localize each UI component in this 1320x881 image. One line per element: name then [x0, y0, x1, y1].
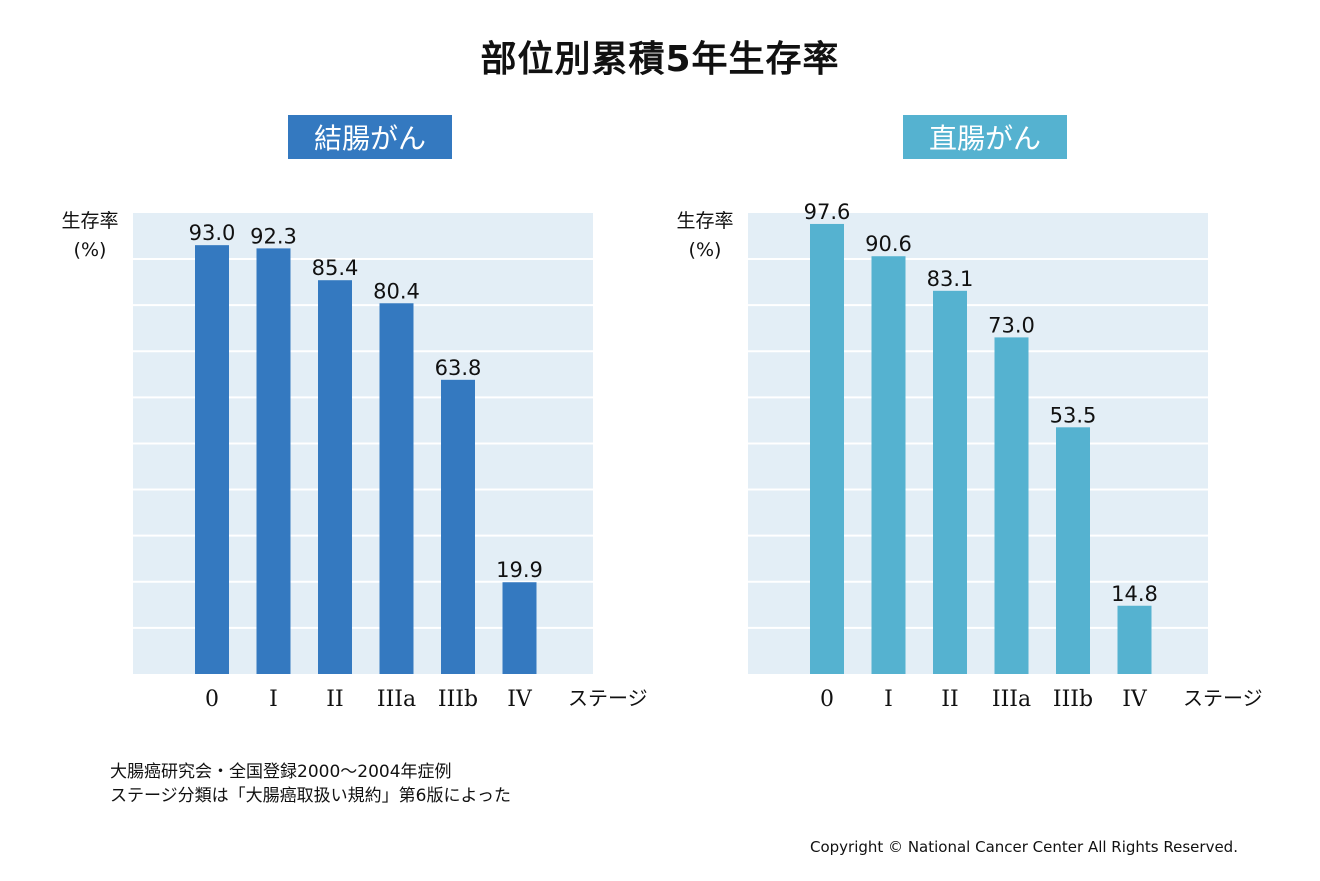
colon-tick-label-2: II [326, 687, 343, 712]
colon-chart: 93.0 0 92.3 I 85.4 II 80.4 IIIa 63.8 IIIb 19.9 IV ステ… [133, 213, 648, 712]
rectal-cancer-header: 直腸がん [903, 115, 1067, 159]
colon-bar-3 [379, 303, 414, 674]
rectal-tick-label-1: I [884, 687, 893, 712]
colon-y-axis-label: 生存率 (%) [50, 207, 130, 265]
colon-tick-label-3: IIIa [377, 687, 416, 712]
colon-value-label-4: 63.8 [435, 356, 482, 380]
rectal-value-label-3: 73.0 [988, 313, 1035, 337]
source-notes: 大腸癌研究会・全国登録2000〜2004年症例 ステージ分類は「大腸癌取扱い規約… [110, 760, 511, 808]
colon-bar-1 [256, 248, 291, 674]
rectal-value-label-1: 90.6 [865, 232, 912, 256]
rectal-bar-3 [994, 337, 1029, 674]
rectal-bar-4 [1056, 427, 1090, 674]
colon-value-label-2: 85.4 [312, 256, 359, 280]
rectal-tick-label-5: IV [1122, 687, 1148, 712]
rectal-bar-1 [871, 256, 906, 674]
colon-bar-5 [502, 582, 537, 674]
colon-tick-label-4: IIIb [438, 687, 478, 712]
rectal-chart: 97.6 0 90.6 I 83.1 II 73.0 IIIa 53.5 IIIb 14.8 IV ステ… [748, 200, 1263, 712]
source-note-registry: 大腸癌研究会・全国登録2000〜2004年症例 [110, 762, 452, 782]
colon-bar-0 [195, 245, 229, 674]
colon-x-axis-label: ステージ [568, 686, 648, 710]
colon-value-label-1: 92.3 [250, 224, 297, 248]
rectal-bar-2 [933, 290, 967, 674]
colon-value-label-0: 93.0 [189, 221, 236, 245]
rectal-y-axis-label-line1: 生存率 [676, 210, 734, 232]
rectal-bar-0 [810, 223, 844, 674]
rectal-tick-label-3: IIIa [992, 687, 1031, 712]
source-note-staging: ステージ分類は「大腸癌取扱い規約」第6版によった [110, 786, 511, 806]
rectal-y-axis-label: 生存率 (%) [665, 207, 745, 265]
colon-value-label-5: 19.9 [496, 558, 543, 582]
rectal-value-label-4: 53.5 [1050, 403, 1097, 427]
rectal-value-label-5: 14.8 [1111, 582, 1158, 606]
colon-cancer-header: 結腸がん [288, 115, 452, 159]
rectal-tick-label-2: II [941, 687, 958, 712]
colon-y-axis-label-line1: 生存率 [61, 210, 119, 232]
colon-value-label-3: 80.4 [373, 279, 420, 303]
colon-tick-label-1: I [269, 687, 278, 712]
rectal-bar-5 [1117, 605, 1152, 674]
copyright-notice: Copyright © National Cancer Center All R… [810, 838, 1238, 856]
colon-bar-4 [441, 379, 475, 674]
rectal-tick-label-4: IIIb [1053, 687, 1093, 712]
colon-y-axis-label-line2: (%) [73, 239, 107, 261]
colon-bar-2 [318, 280, 352, 674]
rectal-y-axis-label-line2: (%) [688, 239, 722, 261]
rectal-value-label-2: 83.1 [927, 267, 974, 291]
colon-tick-label-0: 0 [205, 687, 219, 712]
rectal-tick-label-0: 0 [820, 687, 834, 712]
colon-tick-label-5: IV [507, 687, 533, 712]
rectal-x-axis-label: ステージ [1183, 686, 1263, 710]
rectal-value-label-0: 97.6 [804, 200, 851, 224]
page-title: 部位別累積5年生存率 [480, 39, 840, 80]
